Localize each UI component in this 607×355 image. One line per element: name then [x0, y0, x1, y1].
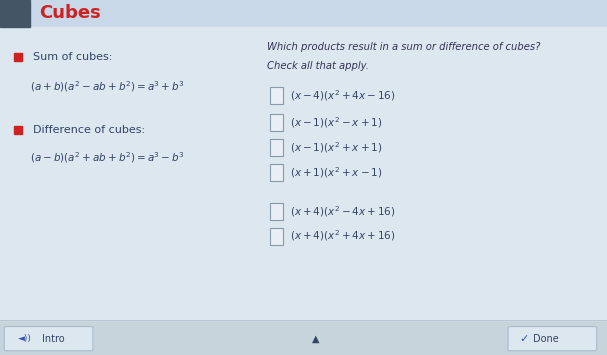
Bar: [270, 139, 283, 156]
Text: Intro: Intro: [42, 334, 65, 344]
Text: Done: Done: [533, 334, 558, 344]
Text: Check all that apply.: Check all that apply.: [267, 61, 369, 71]
Text: ✓: ✓: [520, 334, 529, 344]
Text: $(a - b)(a^2 + ab + b^2) = a^3 - b^3$: $(a - b)(a^2 + ab + b^2) = a^3 - b^3$: [30, 151, 185, 165]
Text: $(x - 4)(x^2 + 4x - 16)$: $(x - 4)(x^2 + 4x - 16)$: [290, 88, 396, 103]
Bar: [0, 0, 607, 27]
Text: $(x + 4)(x^2 + 4x + 16)$: $(x + 4)(x^2 + 4x + 16)$: [290, 229, 396, 244]
Bar: [270, 114, 283, 131]
Bar: [0, 27, 607, 320]
Text: $(x - 1)(x^2 - x + 1)$: $(x - 1)(x^2 - x + 1)$: [290, 115, 382, 130]
Text: $(x + 1)(x^2 + x - 1)$: $(x + 1)(x^2 + x - 1)$: [290, 165, 382, 180]
Bar: [0, 0, 30, 27]
Text: Sum of cubes:: Sum of cubes:: [33, 52, 113, 62]
Bar: [270, 164, 283, 181]
Text: Which products result in a sum or difference of cubes?: Which products result in a sum or differ…: [267, 42, 540, 52]
Bar: [270, 203, 283, 220]
Text: ◄)): ◄)): [18, 334, 32, 343]
FancyBboxPatch shape: [508, 327, 597, 351]
FancyBboxPatch shape: [4, 327, 93, 351]
Text: Difference of cubes:: Difference of cubes:: [33, 125, 146, 135]
Bar: [0, 320, 607, 355]
Bar: [270, 228, 283, 245]
Text: $(x - 1)(x^2 + x + 1)$: $(x - 1)(x^2 + x + 1)$: [290, 140, 382, 155]
Text: $(x + 4)(x^2 - 4x + 16)$: $(x + 4)(x^2 - 4x + 16)$: [290, 204, 396, 219]
Text: ▲: ▲: [312, 334, 319, 344]
Bar: [270, 87, 283, 104]
Text: $(a + b)(a^2 - ab + b^2) = a^3 + b^3$: $(a + b)(a^2 - ab + b^2) = a^3 + b^3$: [30, 80, 185, 94]
Text: Cubes: Cubes: [39, 4, 101, 22]
